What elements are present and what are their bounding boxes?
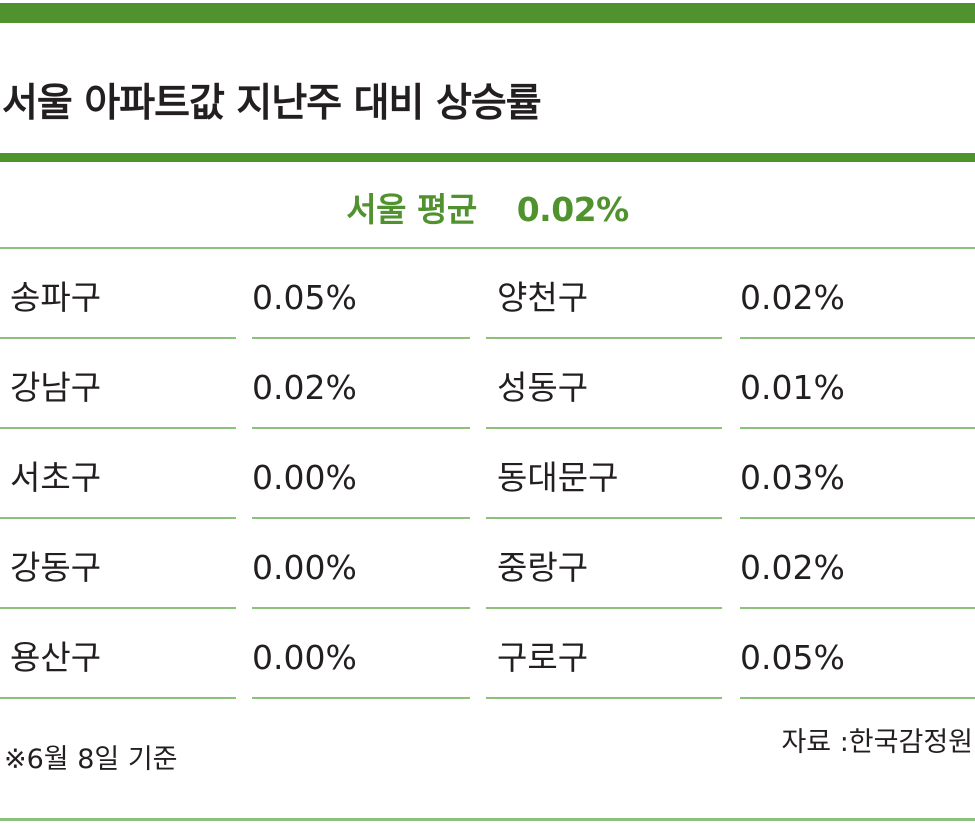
- seoul-average-value: 0.02%: [516, 190, 630, 229]
- row-divider: [252, 697, 470, 699]
- table-row: 강남구 0.02% 성동구 0.01%: [0, 339, 975, 429]
- average-divider: [0, 247, 975, 249]
- table-row: 강동구 0.00% 중랑구 0.02%: [0, 519, 975, 609]
- district-rate: 0.05%: [740, 638, 845, 677]
- district-rate: 0.00%: [252, 638, 357, 677]
- district-rate: 0.02%: [740, 548, 845, 587]
- row-divider: [486, 517, 722, 519]
- district-rate: 0.02%: [740, 278, 845, 317]
- title-divider: [0, 153, 975, 162]
- footnote-date: ※6월 8일 기준: [4, 744, 178, 775]
- bottom-divider: [0, 818, 975, 821]
- table-row: 서초구 0.00% 동대문구 0.03%: [0, 429, 975, 519]
- row-divider: [0, 517, 236, 519]
- district-name: 강남구: [10, 368, 102, 407]
- district-rate-table: 송파구 0.05% 양천구 0.02% 강남구 0.02% 성동구 0.01% 서초구 0.00%…: [0, 249, 975, 699]
- row-divider: [0, 337, 236, 339]
- seoul-average-row: 서울 평균 0.02%: [0, 183, 975, 231]
- row-divider: [252, 337, 470, 339]
- row-divider: [486, 607, 722, 609]
- district-name: 용산구: [10, 638, 102, 677]
- row-divider: [740, 427, 975, 429]
- row-divider: [0, 697, 236, 699]
- district-rate: 0.01%: [740, 368, 845, 407]
- district-name: 성동구: [497, 368, 589, 407]
- row-divider: [0, 427, 236, 429]
- district-name: 서초구: [10, 458, 102, 497]
- district-name: 중랑구: [497, 548, 589, 587]
- source-credit: 자료 :한국감정원: [781, 727, 973, 758]
- row-divider: [740, 697, 975, 699]
- district-name: 구로구: [497, 638, 589, 677]
- district-name: 동대문구: [497, 458, 619, 497]
- row-divider: [252, 427, 470, 429]
- top-accent-bar: [0, 3, 975, 23]
- district-name: 송파구: [10, 278, 102, 317]
- table-row: 용산구 0.00% 구로구 0.05%: [0, 609, 975, 699]
- district-name: 양천구: [497, 278, 589, 317]
- district-rate: 0.02%: [252, 368, 357, 407]
- district-rate: 0.03%: [740, 458, 845, 497]
- row-divider: [252, 607, 470, 609]
- row-divider: [486, 427, 722, 429]
- district-name: 강동구: [10, 548, 102, 587]
- row-divider: [486, 337, 722, 339]
- row-divider: [486, 697, 722, 699]
- row-divider: [740, 517, 975, 519]
- table-row: 송파구 0.05% 양천구 0.02%: [0, 249, 975, 339]
- district-rate: 0.00%: [252, 458, 357, 497]
- row-divider: [740, 337, 975, 339]
- row-divider: [252, 517, 470, 519]
- seoul-average-label: 서울 평균: [346, 190, 477, 229]
- chart-title: 서울 아파트값 지난주 대비 상승률: [2, 81, 542, 126]
- row-divider: [740, 607, 975, 609]
- district-rate: 0.05%: [252, 278, 357, 317]
- row-divider: [0, 607, 236, 609]
- district-rate: 0.00%: [252, 548, 357, 587]
